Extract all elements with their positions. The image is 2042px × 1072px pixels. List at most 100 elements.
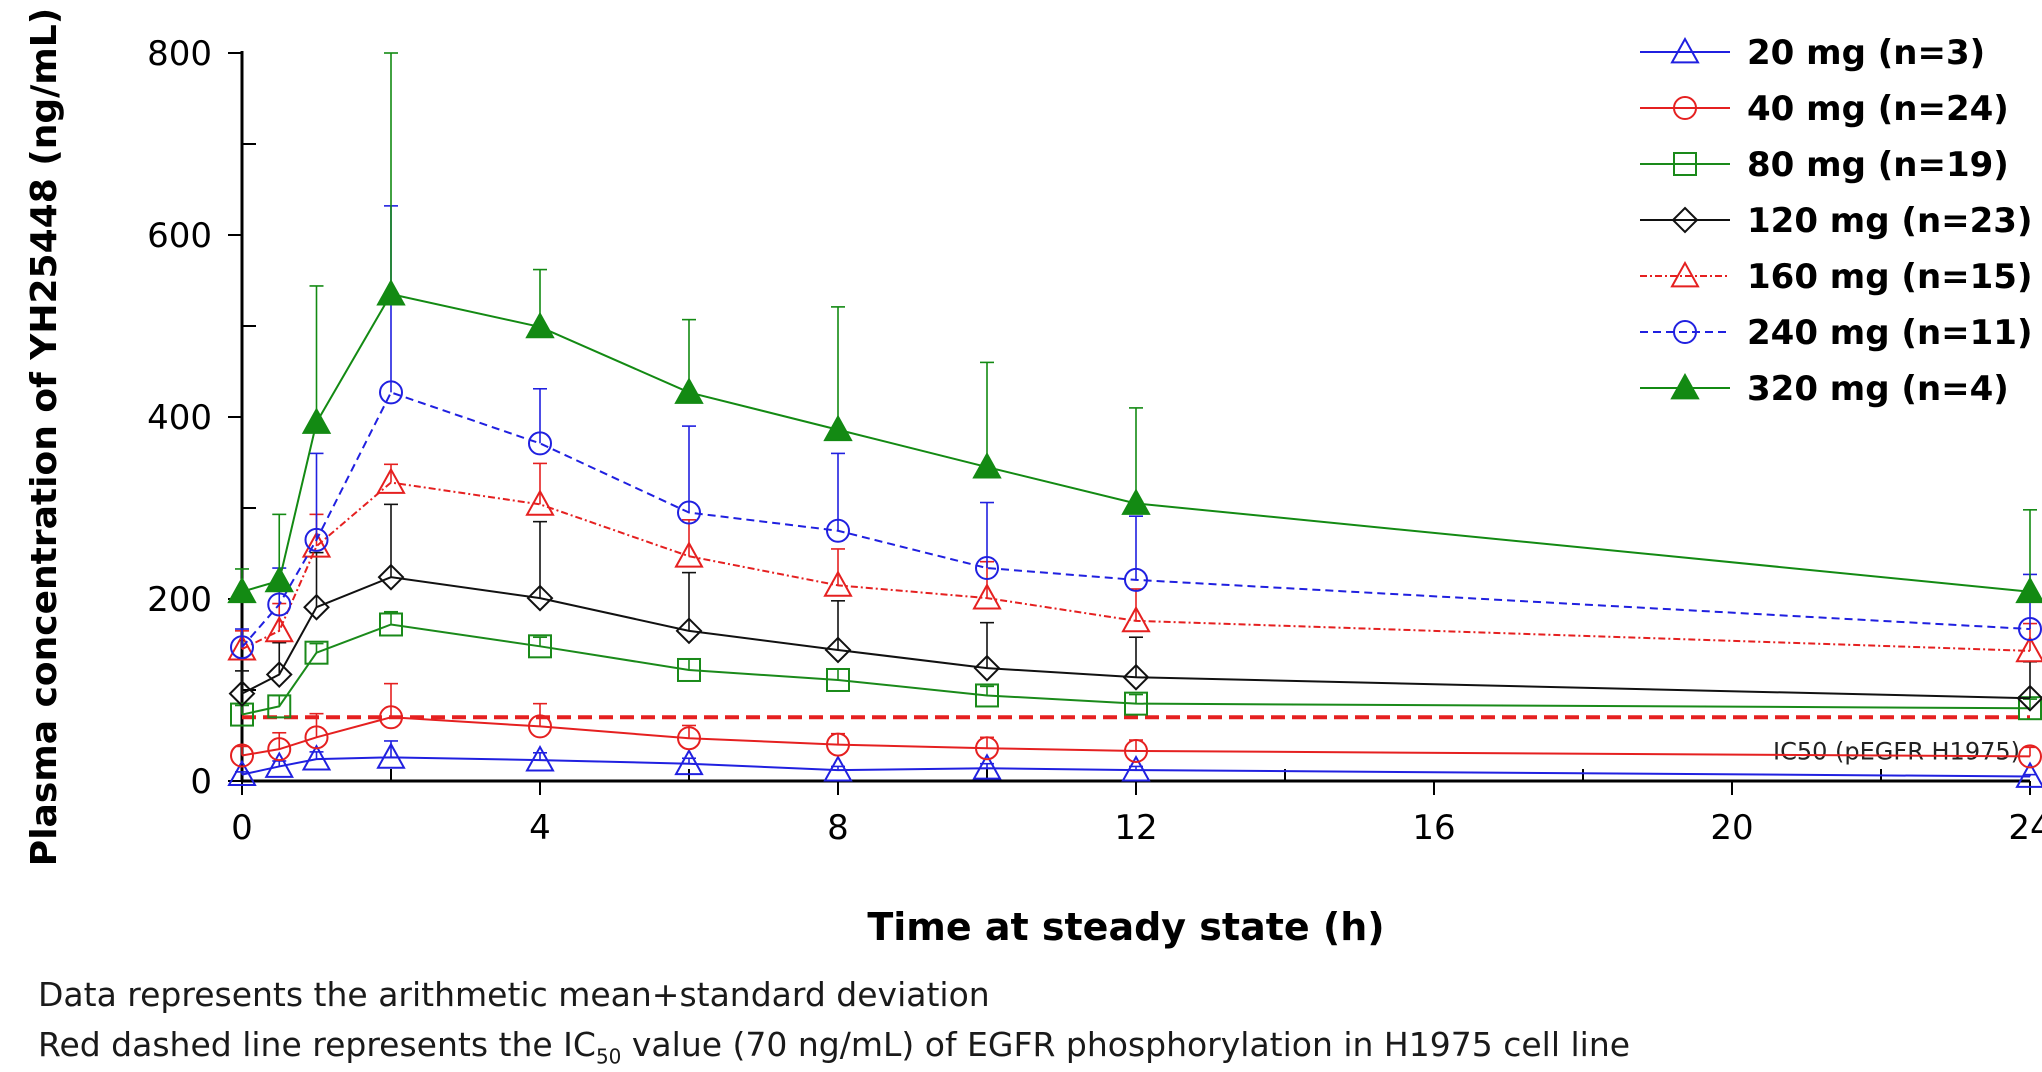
legend-label: 120 mg (n=23) (1747, 201, 2033, 241)
series-line-3 (241, 623, 2031, 716)
data-point (975, 736, 999, 761)
legend-marker (1673, 152, 1697, 176)
data-point (675, 617, 703, 645)
data-point (1122, 663, 1150, 691)
data-point (301, 744, 332, 771)
data-point (972, 753, 1002, 780)
data-point (1124, 691, 1148, 716)
x-tick-label: 16 (1412, 808, 1455, 848)
data-point (379, 380, 403, 405)
legend-marker (1673, 96, 1697, 120)
y-tick-label: 0 (190, 762, 212, 802)
data-point (227, 759, 257, 787)
data-point (824, 636, 852, 664)
series-line-6 (241, 391, 2031, 648)
data-point (525, 745, 555, 772)
data-point (227, 633, 257, 661)
data-point (230, 743, 254, 768)
data-point (227, 576, 257, 604)
data-point (973, 654, 1001, 682)
data-point (674, 541, 704, 568)
data-point (2015, 761, 2042, 788)
y-axis-label: Plasma concentration of YH25448 (ng/mL) (24, 8, 65, 866)
data-point (301, 407, 332, 434)
y-tick-label: 600 (147, 216, 212, 256)
legend-marker (1670, 372, 1700, 400)
footnote-2: Red dashed line represents the IC50 valu… (38, 1025, 1630, 1069)
data-point (823, 570, 853, 597)
data-point (528, 431, 552, 456)
legend-marker (1670, 36, 1700, 64)
legend-marker (1673, 320, 1697, 344)
x-tick-label: 12 (1114, 808, 1157, 848)
data-point (267, 694, 292, 719)
data-point (1121, 488, 1151, 515)
data-point (230, 635, 254, 660)
data-point (228, 680, 256, 708)
data-point (230, 702, 254, 727)
data-point (265, 661, 293, 688)
data-point (376, 467, 406, 494)
x-tick-label: 0 (231, 808, 253, 848)
data-point (264, 565, 294, 593)
data-point (379, 612, 403, 637)
data-point (674, 748, 704, 776)
ic50-reference-label: IC50 (pEGFR H1975) (1773, 737, 2020, 765)
data-point (972, 451, 1002, 479)
data-point (1124, 567, 1148, 592)
data-point (301, 531, 332, 558)
data-point (264, 615, 294, 643)
data-point (304, 640, 329, 665)
footnote-2-subscript: 50 (595, 1044, 622, 1069)
data-point (379, 705, 403, 730)
series-line-1 (241, 756, 2031, 778)
series-line-4 (241, 576, 2031, 700)
series-line-7 (241, 293, 2031, 593)
legend-label: 80 mg (n=19) (1747, 145, 2009, 185)
legend-marker (1671, 206, 1699, 234)
data-point (823, 755, 853, 782)
data-point (1121, 755, 1151, 782)
x-tick-label: 4 (529, 808, 551, 848)
y-tick-label: 400 (147, 398, 212, 438)
data-point (975, 683, 999, 708)
data-point (267, 592, 292, 617)
data-point (525, 489, 555, 516)
y-tick-label: 200 (147, 580, 212, 620)
data-point (674, 377, 704, 404)
data-point (528, 714, 552, 739)
data-point (376, 279, 406, 306)
series-line-5 (241, 481, 2031, 652)
data-point (264, 751, 294, 778)
footnote-2-text-a: Red dashed line represents the IC (38, 1025, 596, 1064)
legend-label: 160 mg (n=15) (1747, 257, 2033, 297)
data-point (303, 593, 330, 621)
data-point (2018, 744, 2042, 769)
data-point (826, 732, 850, 757)
data-point (677, 657, 701, 682)
footnote-1: Data represents the arithmetic mean+stan… (38, 975, 990, 1014)
data-point (2016, 684, 2042, 712)
data-point (2015, 576, 2042, 604)
data-point (826, 518, 850, 543)
footnote-2-text-b: value (70 ng/mL) of EGFR phosphorylation… (621, 1025, 1631, 1064)
x-tick-label: 8 (827, 808, 849, 848)
data-point (826, 667, 850, 692)
legend-label: 320 mg (n=4) (1747, 369, 2009, 409)
x-tick-label: 24 (2008, 808, 2042, 848)
data-point (1124, 738, 1148, 763)
data-point (677, 726, 701, 751)
data-point (377, 563, 405, 591)
legend-label: 240 mg (n=11) (1747, 313, 2033, 353)
legend-label: 40 mg (n=24) (1747, 89, 2009, 129)
x-tick-label: 20 (1710, 808, 1753, 848)
data-point (1121, 605, 1151, 633)
legend-label: 20 mg (n=3) (1747, 33, 1985, 73)
data-point (2018, 617, 2042, 642)
data-point (304, 527, 329, 552)
y-tick-label: 800 (147, 34, 212, 74)
data-point (525, 311, 555, 339)
data-point (2015, 635, 2042, 663)
data-point (376, 742, 406, 769)
